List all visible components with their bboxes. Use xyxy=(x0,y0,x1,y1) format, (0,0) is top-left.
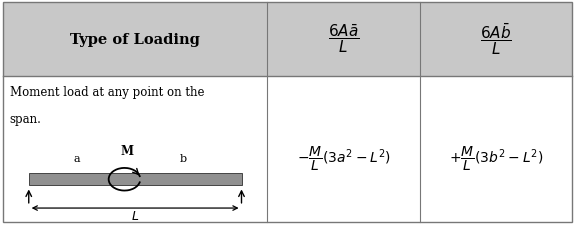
Bar xyxy=(29,173,242,186)
Text: Moment load at any point on the: Moment load at any point on the xyxy=(10,86,204,98)
Text: M: M xyxy=(121,144,134,158)
Text: Type of Loading: Type of Loading xyxy=(70,33,200,47)
Text: a: a xyxy=(73,153,80,163)
Text: $\dfrac{6A\bar{b}}{L}$: $\dfrac{6A\bar{b}}{L}$ xyxy=(480,21,512,57)
Bar xyxy=(3,76,572,222)
Text: b: b xyxy=(179,153,186,163)
Text: $\dfrac{6A\bar{a}}{L}$: $\dfrac{6A\bar{a}}{L}$ xyxy=(328,22,359,55)
Text: $+\dfrac{M}{L}(3b^2 - L^2)$: $+\dfrac{M}{L}(3b^2 - L^2)$ xyxy=(448,144,543,172)
Text: $-\dfrac{M}{L}(3a^2 - L^2)$: $-\dfrac{M}{L}(3a^2 - L^2)$ xyxy=(297,144,390,172)
Text: $L$: $L$ xyxy=(131,209,139,222)
Text: span.: span. xyxy=(10,112,41,125)
Bar xyxy=(3,3,572,76)
